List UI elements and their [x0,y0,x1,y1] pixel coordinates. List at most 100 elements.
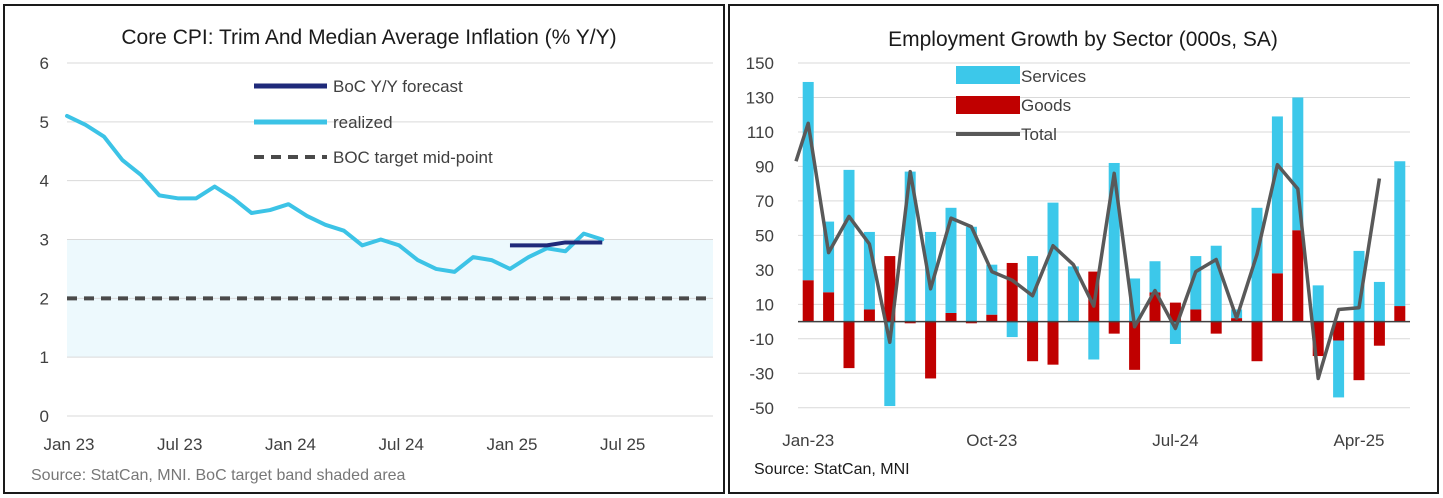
services-bar [1006,321,1018,338]
y-tick-label: 90 [755,157,774,176]
goods-bar [1027,321,1039,362]
inflation-chart: Core CPI: Trim And Median Average Inflat… [31,26,713,484]
goods-bar [863,309,875,322]
services-bar [1292,97,1304,231]
services-bar [1312,285,1324,322]
services-bar [1210,245,1222,322]
y-tick-label: 1 [40,348,49,367]
services-bar [965,226,977,322]
legend-label-forecast: BoC Y/Y forecast [333,77,463,96]
x-tick-label: Jul 23 [157,435,202,454]
y-tick-label: 30 [755,261,774,280]
legend-swatch-goods [956,96,1020,114]
goods-bar [1047,321,1059,365]
services-bar [1108,162,1120,322]
realized-line [65,113,605,274]
total-line [794,121,1382,381]
y-tick-label: -10 [749,330,774,349]
y-tick-label: 130 [746,88,774,107]
x-tick-label: Jan 23 [43,435,94,454]
y-tick-label: 4 [40,172,49,191]
goods-bar [884,256,896,322]
y-tick-label: 2 [40,289,49,308]
y-tick-label: -30 [749,364,774,383]
goods-bar [1006,262,1018,322]
legend-swatch-services [956,66,1020,84]
goods-bar [1353,321,1365,381]
chart-title: Employment Growth by Sector (000s, SA) [888,28,1278,51]
services-bar [823,221,835,293]
y-tick-label: 110 [747,123,774,142]
x-tick-label: Jul-24 [1152,431,1198,450]
goods-bar [823,292,835,322]
services-bar [1047,202,1059,322]
x-tick-label: Jul 25 [600,435,645,454]
goods-bar [1190,309,1202,322]
services-bar [945,207,957,313]
legend-label-goods: Goods [1021,96,1071,115]
goods-bar [1394,306,1406,322]
goods-bar [1251,321,1263,362]
y-tick-label: 6 [40,54,49,73]
services-bar [1353,250,1365,322]
chart-title: Core CPI: Trim And Median Average Inflat… [121,26,616,49]
employment-chart: Employment Growth by Sector (000s, SA) 1… [746,28,1410,478]
legend-label-services: Services [1021,67,1086,86]
services-bar [1373,281,1385,322]
legend-label-realized: realized [333,113,393,132]
services-bar [925,231,937,322]
y-tick-label: 70 [755,192,774,211]
legend-label-total: Total [1021,125,1057,144]
services-bar [1027,256,1039,322]
services-bar [802,81,814,281]
services-bar [1067,266,1079,322]
x-tick-label: Jan 24 [265,435,316,454]
services-bar [1129,278,1141,322]
y-tick-label: 3 [40,231,49,250]
services-bar [904,171,916,322]
services-bar [1169,321,1181,344]
services-bar [843,169,855,322]
x-tick-label: Jan 25 [486,435,537,454]
goods-bar [904,321,916,324]
source-note: Source: StatCan, MNI [754,461,910,478]
goods-bar [945,312,957,322]
goods-bar [1129,321,1141,370]
legend-label-target: BOC target mid-point [333,148,493,167]
services-bar [884,321,896,407]
services-bar [1251,207,1263,322]
goods-bar [925,321,937,379]
source-note: Source: StatCan, MNI. BoC target band sh… [31,467,406,484]
forecast-line [509,240,603,248]
y-tick-label: 10 [755,295,774,314]
y-tick-label: -50 [749,399,774,418]
services-bar [986,264,998,315]
x-tick-label: Oct-23 [966,431,1017,450]
goods-bar [1169,302,1181,322]
goods-bar [1210,321,1222,334]
y-tick-label: 0 [40,407,49,426]
goods-bar [1373,321,1385,346]
goods-bar [1333,321,1345,341]
employment-chart-panel: Employment Growth by Sector (000s, SA) 1… [728,4,1439,494]
goods-bar [965,321,977,324]
y-tick-label: 150 [746,54,774,73]
services-bar [1149,261,1161,293]
inflation-chart-panel: Core CPI: Trim And Median Average Inflat… [3,4,725,494]
goods-bar [1312,321,1324,357]
goods-bar [1149,292,1161,322]
x-tick-label: Apr-25 [1333,431,1384,450]
services-bar [863,231,875,310]
y-tick-label: 50 [755,226,774,245]
y-tick-label: 5 [40,113,49,132]
goods-bar [1292,230,1304,322]
goods-bar [986,314,998,322]
services-bar [1271,116,1283,274]
x-tick-label: Jul 24 [379,435,424,454]
x-tick-label: Jan-23 [782,431,834,450]
services-bar [1088,321,1100,360]
goods-bar [1271,273,1283,322]
services-bar [1190,256,1202,310]
goods-bar [802,280,814,322]
goods-bar [843,321,855,369]
